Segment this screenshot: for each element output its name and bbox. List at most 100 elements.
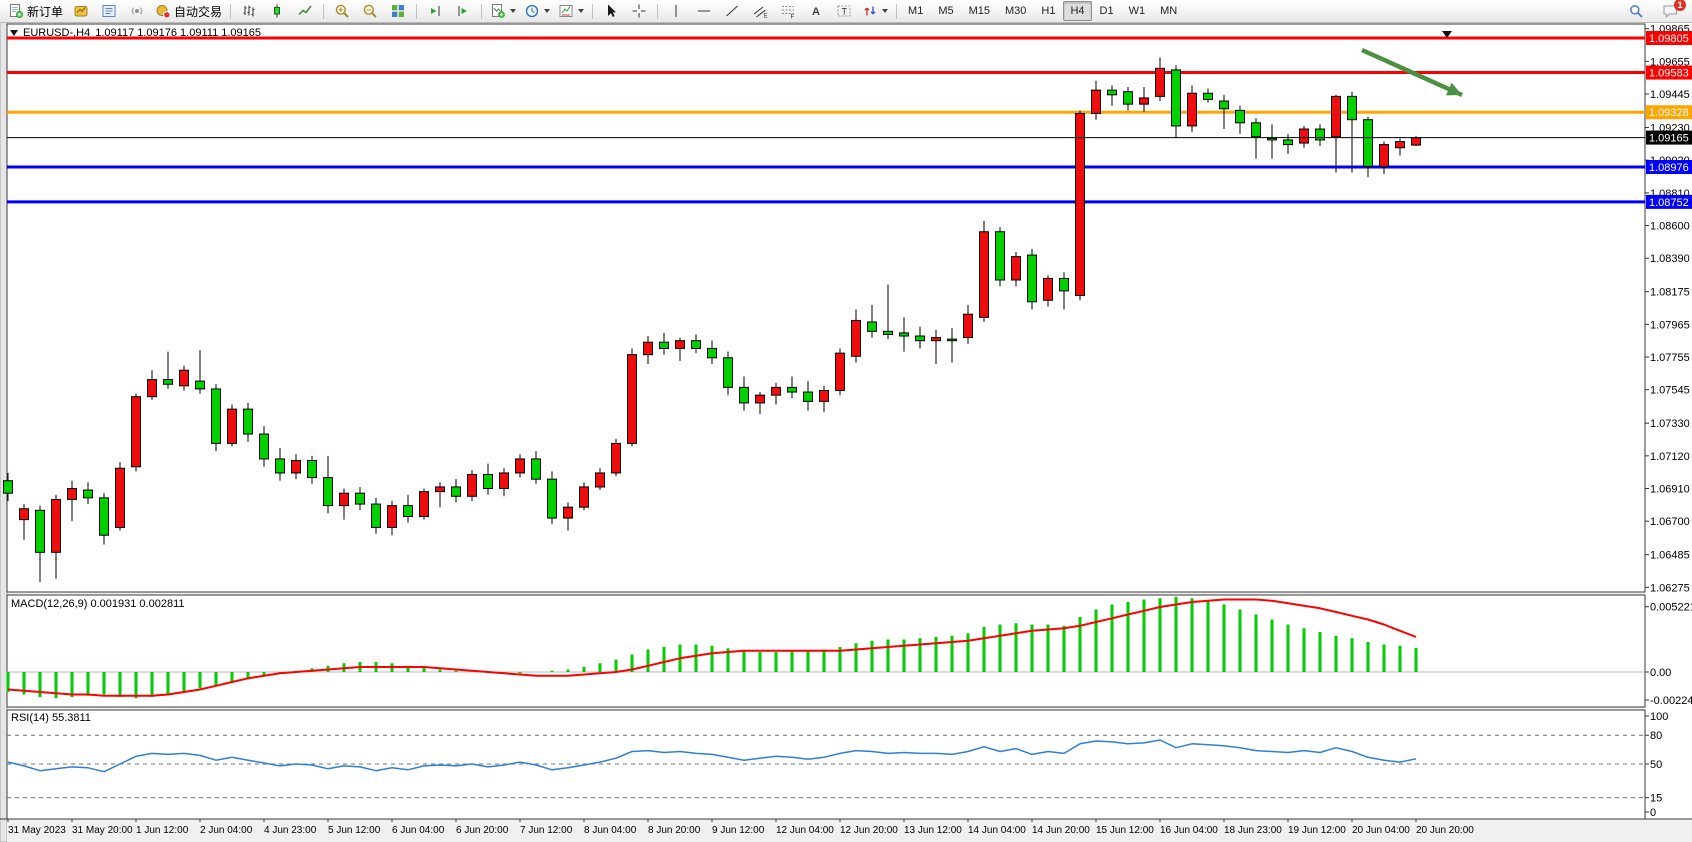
candle (1043, 277, 1053, 301)
macd-tick-label: 0.005221 (1650, 602, 1692, 614)
candle (915, 335, 925, 342)
signals-button[interactable] (123, 0, 151, 22)
candle (947, 338, 957, 342)
text-label-button[interactable]: T (830, 0, 858, 22)
time-label: 20 Jun 20:00 (1416, 825, 1474, 836)
time-label: 31 May 2023 (8, 825, 66, 836)
candle (67, 488, 77, 500)
candle (883, 330, 893, 335)
auto-scroll-button[interactable] (421, 0, 449, 22)
auto-trading-label: 自动交易 (174, 4, 223, 19)
navigator-button[interactable] (95, 0, 123, 22)
annotations-layer (1361, 31, 1463, 98)
time-label: 12 Jun 20:00 (840, 825, 898, 836)
cursor-button[interactable] (597, 0, 625, 22)
candle (99, 497, 109, 536)
vertical-line-button[interactable] (662, 0, 690, 22)
chart-canvas[interactable]: 1.098651.096551.094451.092301.090201.088… (0, 22, 1692, 842)
channel-button[interactable]: E (746, 0, 774, 22)
trendline-button[interactable] (718, 0, 746, 22)
candle (1139, 97, 1149, 105)
time-axis-strip[interactable] (7, 819, 1692, 842)
timeframe-h1[interactable]: H1 (1041, 5, 1056, 17)
tile-windows-button[interactable] (384, 0, 412, 22)
arrows-button[interactable] (858, 0, 892, 22)
candle (483, 474, 493, 490)
window-left-edge (0, 22, 8, 842)
candle (995, 231, 1005, 281)
navigator-icon (102, 5, 116, 17)
candle (1379, 144, 1389, 167)
time-label: 31 May 20:00 (72, 825, 133, 836)
candle (963, 313, 973, 339)
bar-chart-icon (243, 5, 255, 17)
candle (787, 386, 797, 393)
text-button[interactable]: A (802, 0, 830, 22)
timeframe-mn[interactable]: MN (1160, 5, 1178, 17)
time-label: 15 Jun 12:00 (1096, 825, 1154, 836)
new-order-button[interactable]: 新订单 (4, 0, 67, 22)
candle (1299, 128, 1309, 144)
candle (435, 486, 445, 493)
chat-button[interactable]: 1 (1656, 0, 1686, 22)
candle (899, 332, 909, 337)
timeframe-m15[interactable]: M15 (968, 5, 990, 17)
time-label: 8 Jun 20:00 (648, 825, 701, 836)
timeframe-w1[interactable]: W1 (1128, 5, 1146, 17)
candle (1107, 89, 1117, 96)
bar-chart-button[interactable] (235, 0, 263, 22)
market-watch-button[interactable] (67, 0, 95, 22)
chevron-down-icon (882, 9, 889, 13)
svg-text:A: A (812, 6, 820, 18)
zoom-in-button[interactable] (328, 0, 356, 22)
timeframe-d1[interactable]: D1 (1099, 5, 1114, 17)
trend-arrow[interactable] (1361, 47, 1463, 98)
candle (1187, 92, 1197, 127)
price-tick-label: 1.07120 (1650, 451, 1690, 463)
fibonacci-button[interactable]: F (774, 0, 802, 22)
down-triangle-marker[interactable] (1442, 31, 1452, 38)
candle (1283, 139, 1293, 146)
candle (707, 347, 717, 359)
price-badge (1646, 130, 1692, 145)
chart-shift-button[interactable] (449, 0, 477, 22)
line-chart-button[interactable] (291, 0, 319, 22)
periods-button[interactable] (520, 0, 554, 22)
zoom-out-button[interactable] (356, 0, 384, 22)
price-tick-label: 1.09445 (1650, 89, 1690, 101)
search-button[interactable] (1622, 0, 1650, 22)
main-panel[interactable] (6, 23, 1646, 593)
crosshair-button[interactable] (625, 0, 653, 22)
indicators-button[interactable] (486, 0, 520, 22)
candle (579, 486, 589, 508)
auto-trading-button[interactable]: 自动交易 (151, 0, 226, 22)
chart-title-ohlc: 1.09117 1.09176 1.09111 1.09165 (95, 27, 262, 39)
templates-button[interactable] (554, 0, 588, 22)
rsi-value: 55.3811 (51, 712, 91, 724)
horizontal-line-button[interactable] (690, 0, 718, 22)
timeframe-m1[interactable]: M1 (908, 5, 924, 17)
chart-menu-icon[interactable] (10, 30, 18, 36)
timeframe-m30[interactable]: M30 (1005, 5, 1027, 17)
rsi-tick-label: 50 (1650, 759, 1662, 771)
rsi-tick-label: 100 (1650, 711, 1668, 723)
macd-layer: 0.005221 0.00 -0.002244 (6, 597, 1692, 707)
candle (1251, 122, 1261, 138)
candle (3, 480, 13, 494)
price-axis-area[interactable] (1645, 22, 1692, 819)
candle (723, 357, 733, 388)
candle (307, 460, 317, 479)
candlestick-chart-button[interactable] (263, 0, 291, 22)
price-tick-label: 1.07755 (1650, 352, 1690, 364)
candle (323, 477, 333, 507)
rsi-line (7, 739, 1417, 773)
time-label: 8 Jun 04:00 (584, 825, 637, 836)
cursor-icon (608, 4, 617, 17)
candle (771, 386, 781, 396)
candle (835, 352, 845, 391)
timeframe-h4[interactable]: H4 (1063, 1, 1092, 21)
timeframe-m5[interactable]: M5 (938, 5, 954, 17)
rsi-label: RSI(14) 55.3811 (11, 712, 91, 724)
candle (211, 388, 221, 444)
